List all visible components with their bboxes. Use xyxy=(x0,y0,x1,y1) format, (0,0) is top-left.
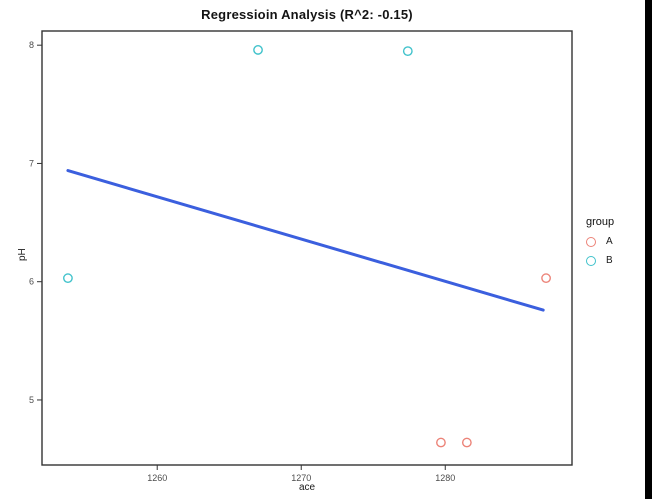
legend-label-a: A xyxy=(606,236,613,247)
x-tick-label: 1270 xyxy=(291,473,311,483)
y-tick-label: 8 xyxy=(29,40,34,50)
y-tick-label: 7 xyxy=(29,158,34,168)
data-point-a xyxy=(436,437,446,448)
y-axis-label: pH xyxy=(17,248,28,261)
legend-label-b: B xyxy=(606,255,613,266)
legend-swatch-b-circle-icon xyxy=(586,255,596,266)
legend-entry-a: A xyxy=(586,236,614,247)
chart-title: Regressioin Analysis (R^2: -0.15) xyxy=(201,7,413,22)
screen-edge-bar xyxy=(645,0,652,499)
x-tick-label: 1260 xyxy=(147,473,167,483)
legend-entry-b: B xyxy=(586,255,614,266)
x-axis-label: ace xyxy=(298,482,316,493)
plot-panel xyxy=(41,30,573,466)
legend-title: group xyxy=(586,216,615,228)
y-tick-label: 5 xyxy=(29,395,34,405)
x-tick-label: 1280 xyxy=(435,473,455,483)
data-point-b xyxy=(253,45,263,55)
data-point-b xyxy=(63,273,73,284)
legend-swatch-a-circle-icon xyxy=(586,236,596,247)
y-tick-label: 6 xyxy=(29,277,34,287)
legend: group A B xyxy=(586,216,614,274)
data-point-a xyxy=(541,273,551,284)
data-point-a xyxy=(461,437,472,448)
data-point-b xyxy=(402,46,413,57)
regression-line xyxy=(66,169,545,312)
